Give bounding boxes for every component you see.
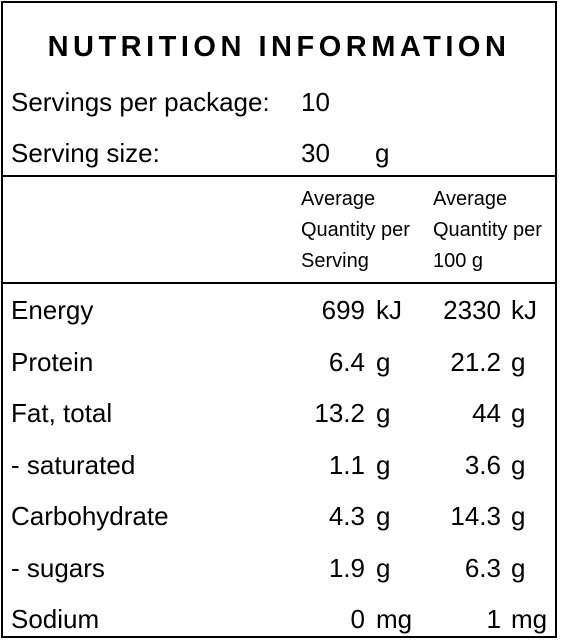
per-serving-value: 0 (350, 604, 365, 634)
nutrient-name: - sugars (11, 553, 105, 583)
per-100g-value: 44 (472, 398, 501, 428)
panel-title: NUTRITION INFORMATION (47, 31, 511, 63)
per-100g-unit: g (511, 553, 526, 583)
per-serving-unit: mg (376, 604, 413, 634)
header-per-serving: Average Quantity per Serving (301, 184, 410, 277)
per-serving-unit: g (376, 501, 391, 531)
header-per-100g-line: Quantity per (433, 219, 542, 241)
per-100g-unit: g (511, 398, 526, 428)
nutrient-name: - saturated (11, 450, 136, 480)
divider-top (3, 175, 555, 177)
per-100g-unit: g (511, 347, 526, 377)
nutrient-name: Protein (11, 347, 94, 377)
nutrient-name: Sodium (11, 604, 100, 634)
per-serving-unit: g (376, 450, 391, 480)
servings-per-package-label: Servings per package: (11, 87, 270, 117)
per-100g-unit: mg (511, 604, 548, 634)
per-100g-unit: g (511, 450, 526, 480)
per-100g-unit: kJ (511, 295, 537, 325)
per-100g-value: 14.3 (450, 501, 501, 531)
nutrient-name: Fat, total (11, 398, 113, 428)
per-serving-value: 699 (321, 295, 365, 325)
per-100g-unit: g (511, 501, 526, 531)
header-per-100g: Average Quantity per 100 g (433, 184, 542, 277)
per-100g-value: 21.2 (450, 347, 501, 377)
nutrient-name: Energy (11, 295, 94, 325)
per-serving-value: 1.1 (328, 450, 365, 480)
header-per-100g-line: Average (433, 188, 508, 210)
header-per-serving-line: Average (301, 188, 376, 210)
per-serving-unit: g (376, 398, 391, 428)
nutrition-panel: NUTRITION INFORMATION Servings per packa… (1, 1, 557, 638)
per-serving-unit: kJ (376, 295, 402, 325)
per-100g-value: 6.3 (464, 553, 501, 583)
per-serving-unit: g (376, 553, 391, 583)
per-serving-value: 4.3 (328, 501, 365, 531)
per-100g-value: 1 (486, 604, 501, 634)
per-serving-value: 1.9 (328, 553, 365, 583)
per-100g-value: 3.6 (464, 450, 501, 480)
serving-size-unit: g (375, 138, 390, 168)
header-per-serving-line: Serving (301, 250, 369, 272)
per-serving-value: 6.4 (328, 347, 365, 377)
per-serving-value: 13.2 (314, 398, 365, 428)
header-per-100g-line: 100 g (433, 250, 484, 272)
servings-per-package-value: 10 (301, 87, 330, 117)
nutrient-name: Carbohydrate (11, 501, 169, 531)
serving-size-value: 30 (301, 138, 330, 168)
per-serving-unit: g (376, 347, 391, 377)
serving-size-label: Serving size: (11, 138, 160, 168)
divider-bottom (3, 282, 555, 284)
per-100g-value: 2330 (443, 295, 501, 325)
header-per-serving-line: Quantity per (301, 219, 410, 241)
